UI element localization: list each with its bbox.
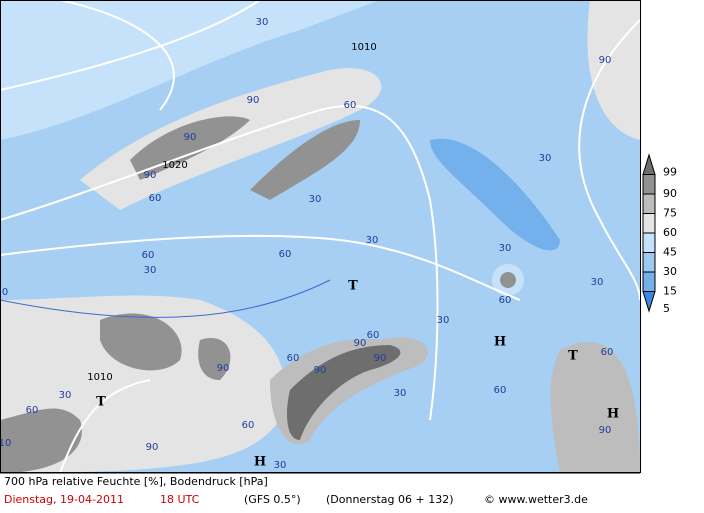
legend-swatch: [642, 174, 656, 195]
legend-swatch: [642, 291, 656, 313]
contour-label: 90: [599, 55, 612, 66]
contour-label: 60: [287, 353, 300, 364]
legend-swatch: [642, 193, 656, 214]
contour-label: 90: [314, 365, 327, 376]
contour-label: 1010: [87, 372, 112, 383]
contour-label: 60: [344, 100, 357, 111]
footer: 700 hPa relative Feuchte [%], Bodendruck…: [0, 472, 640, 506]
legend: 99 90 75 60 45 30 15 5: [642, 153, 677, 315]
contour-label: 90: [599, 425, 612, 436]
contour-label: 30: [591, 277, 604, 288]
pressure-center: H: [254, 455, 266, 470]
legend-label: 15: [663, 285, 677, 298]
contour-label: 60: [494, 385, 507, 396]
legend-label: 30: [663, 265, 677, 278]
contour-label: 60: [149, 193, 162, 204]
contour-label: 60: [242, 420, 255, 431]
legend-swatch: [642, 232, 656, 253]
contour-label: 10: [0, 438, 11, 449]
contour-label: 60: [367, 330, 380, 341]
humidity-area: [500, 272, 516, 288]
humidity-area: [0, 408, 82, 473]
isobar: [59, 379, 151, 473]
humidity-area: [198, 338, 231, 380]
contour-label: 0: [2, 287, 8, 298]
humidity-contour: [0, 279, 331, 318]
contour-label: 30: [256, 17, 269, 28]
humidity-area: [550, 342, 640, 473]
isobar: [59, 0, 175, 111]
legend-label: 5: [663, 302, 670, 315]
footer-model: (GFS 0.5°): [244, 493, 301, 506]
legend-swatch: [642, 213, 656, 234]
legend-swatch: [642, 271, 656, 292]
pressure-center: T: [96, 395, 106, 410]
contour-label: 30: [539, 153, 552, 164]
humidity-area: [0, 0, 380, 140]
isobar: [0, 234, 521, 301]
contour-label: 90: [247, 95, 260, 106]
pressure-center: T: [348, 279, 358, 294]
humidity-area: [430, 138, 560, 251]
legend-label: 99: [663, 166, 677, 179]
isobar: [0, 105, 439, 421]
humidity-area: [100, 313, 182, 371]
contour-label: 90: [184, 132, 197, 143]
contour-label: 1020: [162, 160, 187, 171]
legend-label: 90: [663, 187, 677, 200]
contour-label: 90: [144, 170, 157, 181]
map: 3010109090102090609060303030606030306030…: [0, 0, 640, 473]
contour-label: 60: [142, 250, 155, 261]
legend-swatch: [642, 252, 656, 273]
contour-label: 30: [274, 460, 287, 471]
contour-label: 30: [59, 390, 72, 401]
contour-label: 30: [309, 194, 322, 205]
isobar: [0, 0, 261, 91]
contour-label: 60: [499, 295, 512, 306]
footer-source: © www.wetter3.de: [484, 493, 588, 506]
pressure-center: H: [607, 407, 619, 422]
pressure-center: H: [494, 335, 506, 350]
contour-label: 90: [374, 353, 387, 364]
legend-label: 75: [663, 207, 677, 220]
contour-label: 60: [601, 347, 614, 358]
contour-label: 90: [354, 338, 367, 349]
pressure-center: T: [568, 349, 578, 364]
contour-label: 30: [394, 388, 407, 399]
humidity-area: [287, 345, 401, 440]
isobar: [578, 19, 640, 301]
contour-label: 90: [217, 363, 230, 374]
contour-label: 60: [279, 249, 292, 260]
footer-time: 18 UTC: [160, 493, 200, 506]
legend-label: 45: [663, 246, 677, 259]
contour-label: 30: [499, 243, 512, 254]
contour-label: 30: [366, 235, 379, 246]
contour-label: 60: [26, 405, 39, 416]
legend-label: 60: [663, 226, 677, 239]
contour-label: 90: [146, 442, 159, 453]
humidity-area: [250, 120, 360, 200]
footer-run: (Donnerstag 06 + 132): [326, 493, 453, 506]
footer-date: Dienstag, 19-04-2011: [4, 493, 124, 506]
contour-label: 1010: [351, 42, 376, 53]
contour-label: 30: [437, 315, 450, 326]
footer-title: 700 hPa relative Feuchte [%], Bodendruck…: [4, 475, 268, 488]
contour-label: 30: [144, 265, 157, 276]
legend-swatch: [642, 153, 656, 175]
